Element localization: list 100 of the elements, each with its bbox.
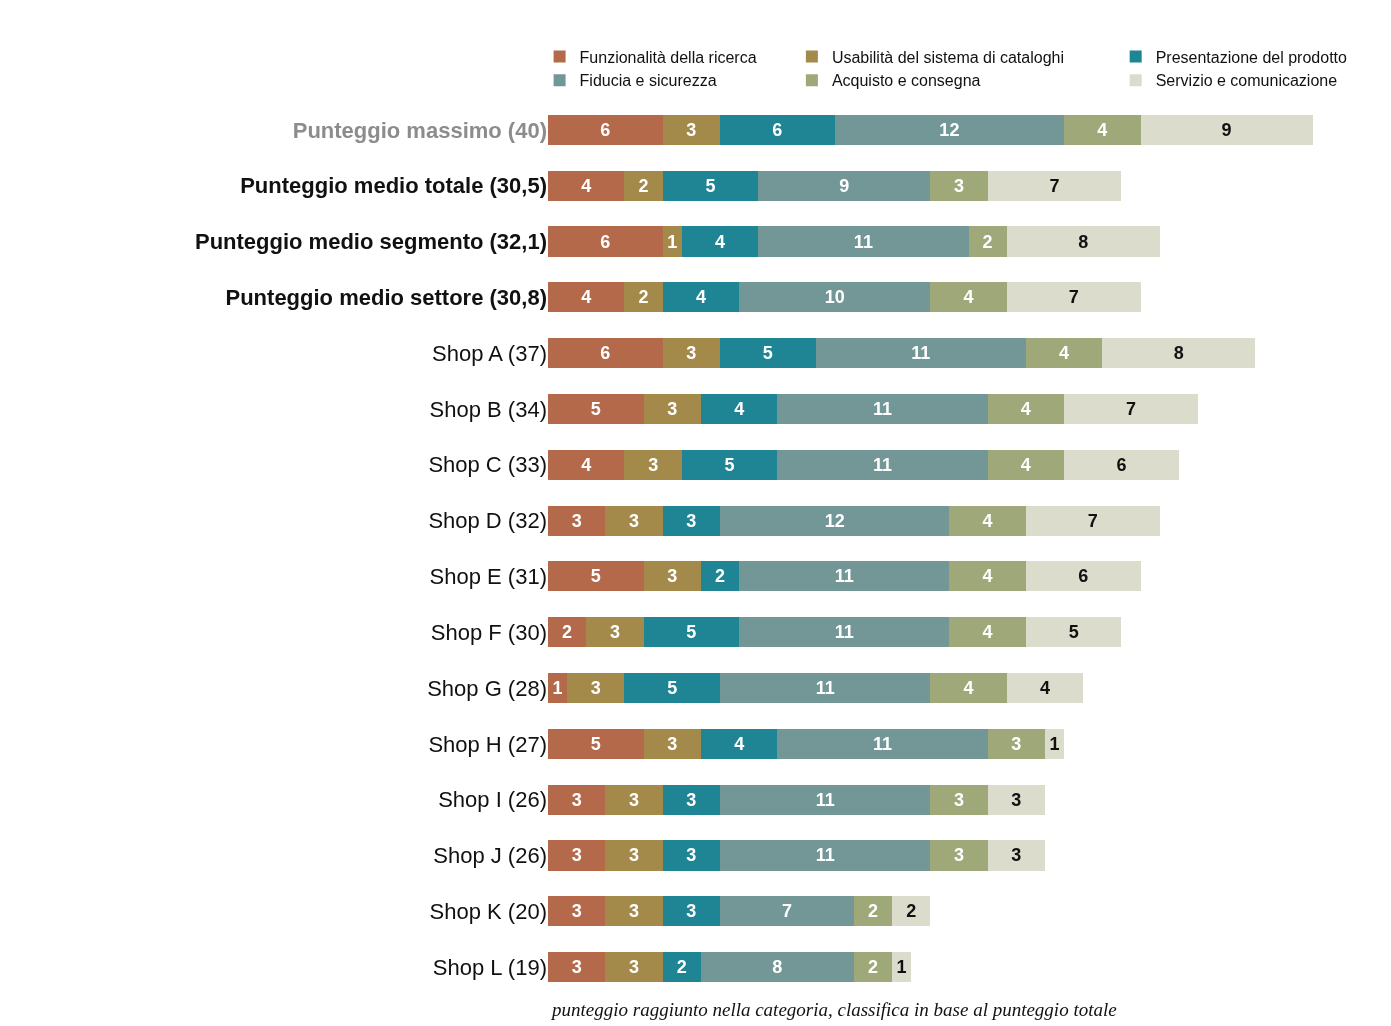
bar: [567, 672, 625, 704]
data-label: 4: [1039, 678, 1050, 699]
bar: [624, 672, 721, 704]
y-tick-label: Shop G (28): [427, 675, 547, 701]
bar: [1025, 561, 1141, 592]
y-tick-label: Shop J (26): [433, 843, 547, 869]
bar: [720, 338, 816, 369]
bar: [720, 784, 931, 815]
bar: [739, 617, 950, 648]
data-label: 8: [772, 957, 783, 978]
data-label: 11: [911, 343, 931, 364]
data-label: 11: [834, 566, 854, 587]
bar: [548, 393, 644, 425]
bar: [987, 449, 1065, 480]
data-label: 1: [552, 678, 563, 699]
bar: [681, 449, 778, 480]
bar: [548, 561, 644, 592]
data-label: 3: [953, 845, 964, 866]
bar: [1102, 338, 1256, 369]
data-label: 6: [600, 119, 611, 140]
bar: [586, 617, 644, 648]
bar: [739, 282, 931, 313]
data-label: 3: [667, 733, 678, 754]
bar: [1064, 114, 1141, 145]
data-label: 4: [734, 398, 745, 419]
bar: [662, 952, 701, 983]
bar: [1025, 505, 1160, 536]
data-label: 3: [1011, 789, 1022, 810]
bar: [1064, 449, 1179, 480]
data-label: 4: [734, 733, 745, 754]
bar: [1006, 282, 1141, 313]
data-label: 9: [1221, 119, 1232, 140]
data-label: 9: [839, 175, 850, 196]
data-label: 3: [1011, 845, 1022, 866]
bar: [662, 784, 721, 815]
bar: [605, 784, 663, 815]
data-label: 4: [982, 566, 993, 587]
bar: [605, 952, 663, 983]
bar: [662, 505, 721, 536]
data-label: 7: [1068, 287, 1079, 308]
bar: [662, 896, 721, 927]
data-label: 4: [695, 287, 706, 308]
data-label: 3: [571, 845, 582, 866]
data-label: 11: [834, 622, 854, 643]
data-label: 4: [1059, 343, 1070, 364]
data-label: 5: [667, 678, 678, 699]
data-label: 5: [1068, 622, 1079, 643]
data-label: 3: [571, 510, 582, 531]
data-label: 2: [867, 957, 878, 978]
data-label: 3: [609, 622, 620, 643]
y-tick-label: Punteggio massimo (40): [292, 117, 547, 143]
legend-label: Presentazione del prodotto: [1155, 48, 1348, 66]
bar: [930, 840, 988, 871]
bar: [548, 952, 606, 983]
data-label: 7: [1049, 175, 1060, 196]
bar: [758, 226, 969, 257]
data-label: 3: [1011, 733, 1022, 754]
bar: [700, 728, 778, 759]
bar: [548, 338, 663, 369]
data-label: 4: [982, 510, 993, 531]
data-label: 3: [590, 678, 601, 699]
data-label: 11: [815, 678, 835, 699]
y-tick-label: Shop C (33): [428, 452, 547, 478]
data-label: 3: [629, 510, 640, 531]
bar: [1064, 393, 1198, 425]
bar: [624, 282, 663, 313]
data-label: 5: [590, 398, 601, 419]
bar: [662, 226, 682, 257]
bar: [548, 784, 606, 815]
data-label: 3: [629, 845, 640, 866]
bar: [815, 338, 1026, 369]
text: punteggio raggiunto nella categoria, classifica in base al punteggio totale: [550, 999, 1117, 1020]
data-label: 3: [629, 901, 640, 922]
data-label: 2: [676, 957, 687, 978]
data-label: 3: [667, 398, 678, 419]
bar: [987, 728, 1045, 759]
data-label: 11: [872, 733, 892, 754]
bar: [643, 617, 740, 648]
data-label: 4: [581, 454, 592, 475]
bar: [720, 840, 931, 871]
data-label: 3: [686, 901, 697, 922]
bar: [720, 114, 835, 145]
data-label: 3: [686, 119, 697, 140]
data-label: 3: [571, 957, 582, 978]
y-tick-label: Shop K (20): [429, 898, 547, 924]
data-label: 6: [1116, 454, 1127, 475]
bar: [662, 840, 721, 871]
data-label: 3: [953, 789, 964, 810]
data-label: 5: [724, 454, 735, 475]
bar: [930, 282, 1007, 313]
y-tick-label: Punteggio medio settore (30,8): [225, 285, 547, 311]
bar: [548, 226, 663, 257]
y-tick-label: Shop A (37): [432, 340, 547, 366]
bar: [1006, 226, 1160, 257]
data-label: 3: [629, 957, 640, 978]
bar: [700, 952, 854, 983]
data-label: 11: [872, 454, 892, 475]
bar: [548, 114, 663, 145]
data-label: 2: [982, 231, 993, 252]
data-label: 2: [715, 566, 726, 587]
